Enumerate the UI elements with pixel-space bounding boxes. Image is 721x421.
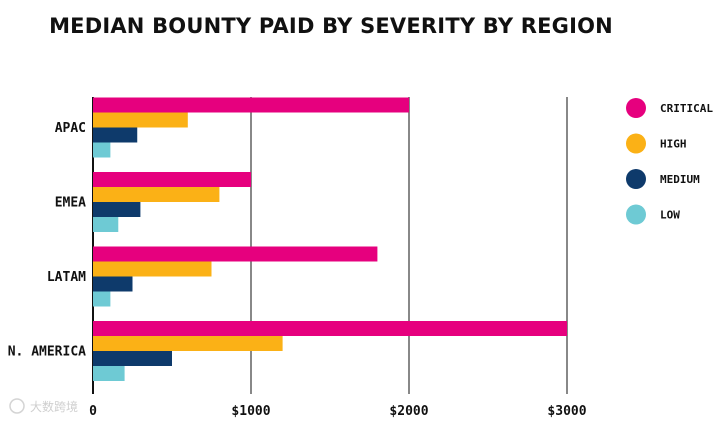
bar-medium-apac — [93, 127, 138, 143]
bar-critical-emea — [93, 172, 251, 187]
bar-critical-latam — [93, 246, 378, 262]
x-axis-ticks: 0 $1000 $2000 $3000 — [89, 404, 587, 419]
bar-medium-latam — [93, 276, 133, 292]
watermark-logo-icon — [9, 398, 25, 414]
x-tick-label: $3000 — [547, 404, 586, 419]
bar-high-emea — [93, 187, 220, 202]
legend-label: HIGH — [660, 138, 687, 151]
bar-medium-n-america — [93, 351, 172, 366]
legend: CRITICAL HIGH MEDIUM LOW — [626, 98, 713, 225]
x-tick-label: $1000 — [231, 404, 270, 419]
legend-item-critical: CRITICAL — [626, 98, 713, 118]
legend-item-high: HIGH — [626, 133, 687, 154]
bars — [93, 97, 567, 381]
bar-medium-emea — [93, 202, 141, 217]
legend-swatch — [626, 98, 646, 118]
legend-swatch — [626, 204, 646, 225]
bar-high-apac — [93, 112, 188, 128]
bar-critical-apac — [93, 97, 409, 113]
category-label: N. AMERICA — [8, 345, 86, 360]
legend-label: LOW — [660, 209, 680, 222]
bar-low-n-america — [93, 366, 125, 381]
bar-high-latam — [93, 261, 212, 277]
category-label: LATAM — [47, 270, 86, 285]
bar-low-emea — [93, 217, 119, 232]
x-tick-label: $2000 — [389, 404, 428, 419]
bar-low-latam — [93, 291, 111, 307]
legend-label: CRITICAL — [660, 102, 713, 115]
legend-swatch — [626, 133, 646, 154]
bar-high-n-america — [93, 336, 283, 351]
watermark: 大数跨境 — [9, 398, 78, 414]
legend-swatch — [626, 169, 646, 189]
legend-item-medium: MEDIUM — [626, 169, 700, 189]
x-tick-label: 0 — [89, 404, 97, 419]
bar-low-apac — [93, 142, 111, 158]
legend-label: MEDIUM — [660, 173, 700, 186]
chart-title: MEDIAN BOUNTY PAID BY SEVERITY BY REGION — [49, 14, 613, 38]
category-label: APAC — [55, 121, 86, 136]
category-labels: APAC EMEA LATAM N. AMERICA — [8, 121, 86, 360]
watermark-text: 大数跨境 — [30, 399, 78, 414]
category-label: EMEA — [55, 196, 86, 211]
legend-item-low: LOW — [626, 204, 680, 225]
bar-critical-n-america — [93, 321, 567, 336]
